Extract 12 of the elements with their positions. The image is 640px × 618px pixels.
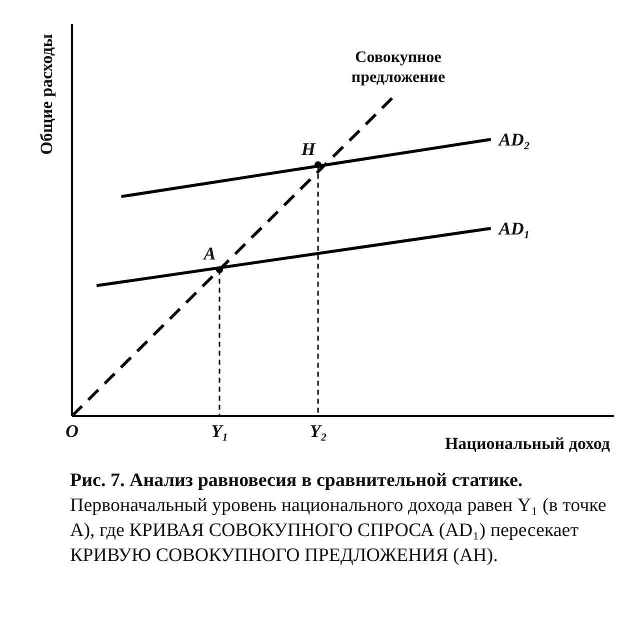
- y-axis-title: Общие расходы: [37, 34, 56, 155]
- annotation: H: [300, 138, 316, 159]
- text: Рис. 7. Анализ равновесия в сравнительной статике.: [70, 470, 523, 491]
- series-label: AD₂: [498, 129, 530, 150]
- x-tick-label: Y₁: [211, 420, 228, 441]
- x-tick-label: Y₂: [310, 420, 328, 441]
- x-tick-label: O: [66, 420, 78, 441]
- text: Первоначальный уровень национального дохода равен Y₁ (в точке A), где КРИВАЯ СОВОКУПНОГО СПРОСА (AD₁) пересекает КРИВУЮ СОВОКУПНОГО ПРЕДЛОЖЕНИЯ (AH).: [70, 495, 606, 566]
- series-label: AD₁: [498, 218, 530, 238]
- x-axis-title: Национальный доход: [444, 434, 610, 454]
- annotation: A: [202, 244, 216, 264]
- series-label: Совокупное предложение: [351, 49, 446, 86]
